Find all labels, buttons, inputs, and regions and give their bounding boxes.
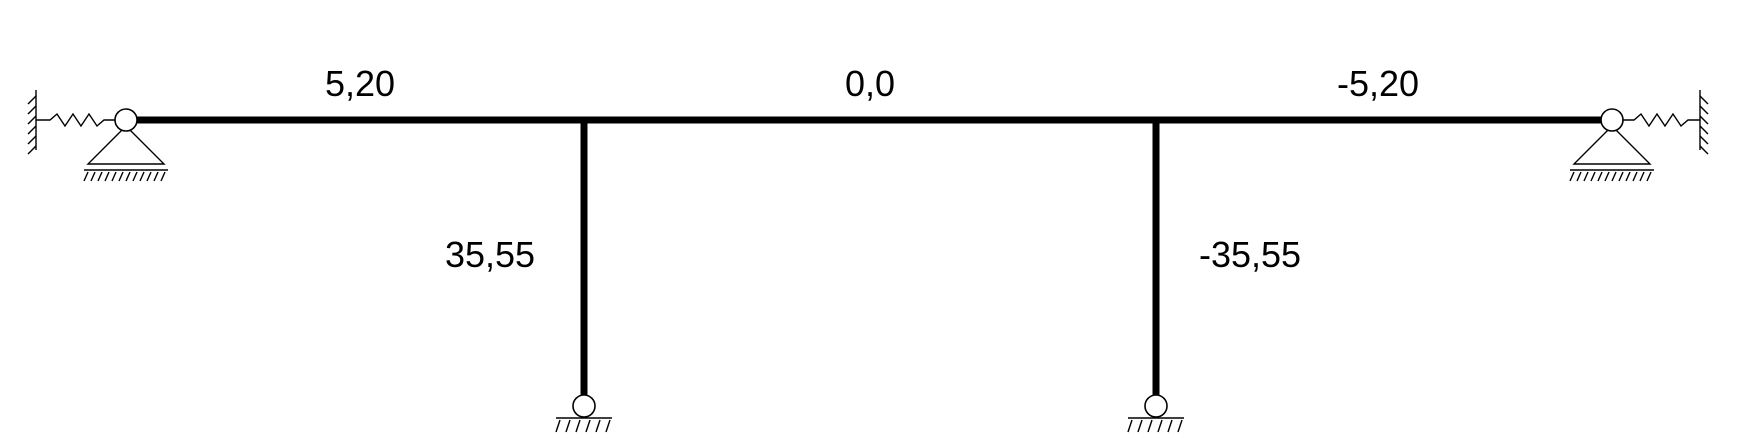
left-pin-support — [83, 125, 168, 182]
left-wall-support — [27, 90, 37, 155]
right-spring — [1620, 112, 1700, 128]
beam-middle-label: 0,0 — [845, 63, 895, 104]
left-spring — [36, 112, 118, 128]
left-column-base-support — [555, 394, 612, 433]
right-pin-support — [1569, 125, 1654, 182]
right-column-base-support — [1127, 394, 1184, 433]
column-right-label: -35,55 — [1199, 234, 1301, 275]
column-left-label: 35,55 — [445, 234, 535, 275]
beam-right-label: -5,20 — [1337, 63, 1419, 104]
right-wall-support — [1699, 90, 1709, 155]
right-hinge — [1600, 108, 1624, 132]
beam-left-label: 5,20 — [325, 63, 395, 104]
left-hinge — [114, 108, 138, 132]
